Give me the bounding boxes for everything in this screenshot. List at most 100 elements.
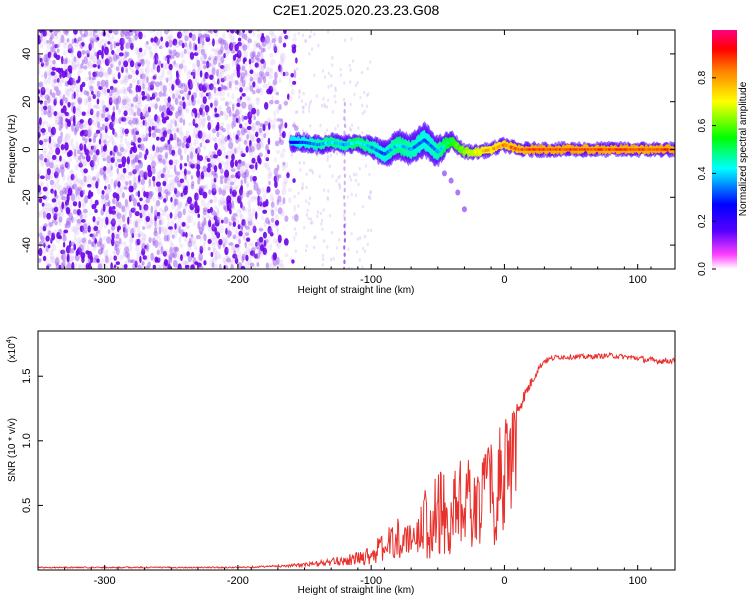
heatmap-noise-cell [327, 189, 330, 193]
heatmap-noise-cell [200, 48, 205, 56]
heatmap-noise-cell [84, 229, 88, 234]
heatmap-noise-cell [184, 162, 188, 167]
heatmap-noise-cell [216, 121, 220, 130]
heatmap-noise-cell [354, 178, 357, 183]
heatmap-y-label: Frequency (Hz) [7, 115, 18, 184]
heatmap-noise-cell [354, 193, 358, 198]
heatmap-noise-cell [168, 143, 173, 152]
heatmap-noise-cell [209, 236, 214, 241]
heatmap-y-tick-label: 40 [21, 48, 33, 60]
heatmap-noise-cell [259, 87, 262, 92]
heatmap-noise-cell [83, 128, 87, 136]
heatmap-noise-cell [267, 137, 271, 145]
heatmap-noise-cell [214, 205, 218, 210]
heatmap-noise-cell [196, 205, 200, 214]
heatmap-noise-cell [96, 187, 101, 195]
heatmap-noise-cell [92, 63, 97, 68]
heatmap-noise-cell [305, 172, 308, 177]
heatmap-noise-cell [111, 137, 115, 145]
heatmap-streak-cell [343, 252, 346, 257]
heatmap-noise-cell [177, 73, 181, 82]
heatmap-noise-cell [170, 119, 175, 124]
heatmap-noise-cell [111, 210, 117, 215]
heatmap-noise-cell [334, 100, 337, 104]
heatmap-noise-cell [66, 262, 72, 269]
heatmap-noise-cell [263, 133, 267, 139]
heatmap-noise-cell [355, 173, 358, 177]
heatmap-noise-cell [85, 120, 89, 126]
heatmap-noise-cell [112, 250, 116, 256]
heatmap-noise-cell [302, 91, 305, 96]
heatmap-noise-cell [66, 217, 71, 226]
heatmap-noise-cell [245, 254, 249, 262]
heatmap-noise-cell [49, 98, 53, 103]
heatmap-noise-cell [252, 81, 256, 88]
heatmap-noise-cell [151, 132, 157, 138]
heatmap-noise-cell [202, 207, 208, 212]
heatmap-noise-cell [181, 42, 185, 49]
heatmap-noise-cell [161, 69, 165, 78]
heatmap-noise-cell [160, 246, 164, 255]
heatmap-noise-cell [168, 159, 174, 166]
heatmap-noise-cell [38, 240, 43, 248]
heatmap-noise-cell [113, 41, 117, 49]
heatmap-noise-cell [250, 30, 254, 32]
heatmap-noise-cell [277, 234, 282, 244]
heatmap-noise-cell [104, 175, 110, 184]
heatmap-noise-cell [263, 60, 267, 69]
heatmap-noise-cell [262, 123, 266, 132]
heatmap-noise-cell [41, 232, 45, 242]
heatmap-noise-cell [243, 218, 247, 225]
heatmap-noise-cell [193, 138, 199, 145]
heatmap-noise-cell [43, 105, 48, 111]
heatmap-noise-cell [235, 146, 240, 154]
heatmap-noise-cell [48, 249, 54, 255]
heatmap-noise-cell [209, 216, 213, 222]
heatmap-noise-cell [203, 233, 207, 241]
heatmap-noise-cell [264, 120, 269, 127]
heatmap-noise-cell [180, 266, 183, 269]
heatmap-noise-cell [60, 116, 64, 125]
heatmap-noise-cell [66, 38, 70, 43]
heatmap-x-tick-label: -200 [227, 274, 249, 286]
heatmap-noise-cell [163, 171, 167, 180]
heatmap-noise-cell [111, 91, 116, 99]
heatmap-noise-cell [233, 216, 237, 223]
heatmap-noise-cell [186, 251, 190, 257]
heatmap-noise-cell [205, 139, 210, 144]
heatmap-noise-cell [331, 56, 334, 60]
heatmap-noise-cell [244, 50, 248, 59]
heatmap-noise-cell [82, 236, 88, 245]
heatmap-noise-cell [244, 241, 247, 248]
heatmap-noise-cell [239, 108, 243, 113]
heatmap-noise-cell [138, 31, 143, 40]
heatmap-noise-cell [97, 263, 103, 269]
heatmap-noise-cell [130, 140, 134, 145]
heatmap-noise-cell [220, 110, 224, 116]
heatmap-noise-cell [231, 259, 235, 267]
heatmap-noise-cell [81, 111, 86, 117]
heatmap-noise-cell [237, 64, 241, 72]
heatmap-noise-cell [125, 68, 128, 73]
heatmap-noise-cell [290, 72, 295, 78]
heatmap-noise-cell [138, 53, 143, 59]
heatmap-noise-cell [86, 128, 92, 138]
heatmap-noise-cell [181, 259, 187, 266]
heatmap-noise-cell [159, 226, 164, 233]
heatmap-noise-cell [165, 134, 169, 139]
heatmap-noise-cell [40, 159, 45, 167]
heatmap-noise-cell [167, 110, 173, 116]
heatmap-noise-cell [349, 128, 353, 132]
heatmap-noise-cell [134, 257, 139, 266]
heatmap-noise-cell [39, 226, 43, 234]
heatmap-noise-cell [79, 211, 83, 220]
heatmap-noise-cell [141, 232, 146, 241]
heatmap-noise-cell [193, 116, 197, 125]
heatmap-noise-cell [264, 71, 270, 77]
heatmap-noise-cell [119, 146, 125, 153]
heatmap-noise-cell [147, 164, 152, 173]
heatmap-noise-cell [294, 110, 298, 115]
heatmap-noise-cell [123, 227, 128, 233]
heatmap-noise-cell [179, 50, 184, 59]
heatmap-noise-cell [237, 165, 241, 170]
